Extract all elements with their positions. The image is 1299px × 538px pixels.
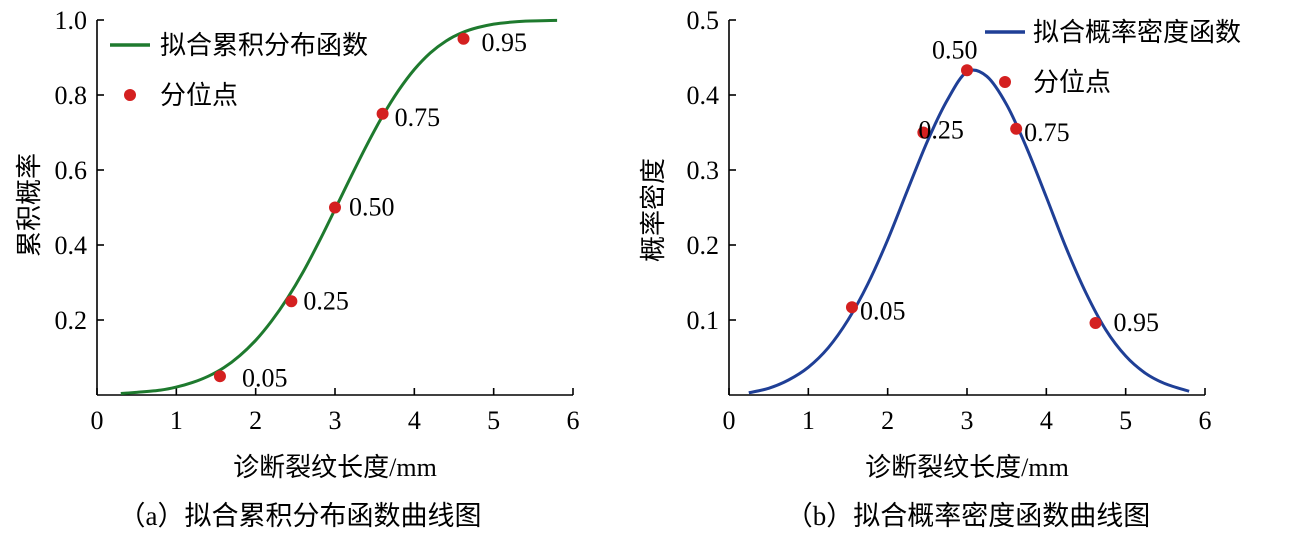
cdf-quantile-label: 0.75 (395, 103, 441, 132)
cdf-quantile-point (329, 201, 341, 214)
cdf-legend-point-swatch (124, 89, 136, 101)
pdf-quantile-label: 0.95 (1114, 308, 1160, 337)
pdf-y-tick-label: 0.5 (687, 6, 720, 35)
cdf-x-axis-label: 诊断裂纹长度/mm (233, 453, 437, 482)
pdf-x-axis-label: 诊断裂纹长度/mm (865, 453, 1069, 482)
pdf-y-axis-label: 概率密度 (639, 158, 668, 262)
pdf-quantile-label: 0.75 (1024, 118, 1070, 147)
cdf-x-tick-label: 3 (329, 406, 342, 435)
pdf-x-tick-label: 2 (881, 406, 894, 435)
pdf-x-tick-label: 1 (802, 406, 815, 435)
chart-pdf: 0 1 2 3 4 5 6 0.1 0.2 0.3 0.4 0.5 0.05 0.25 0.50 0.75 0.… (639, 6, 1241, 531)
cdf-x-tick-label: 6 (567, 406, 580, 435)
pdf-y-tick-label: 0.3 (687, 156, 720, 185)
cdf-y-tick-label: 0.8 (55, 81, 88, 110)
pdf-x-tick-label: 3 (961, 406, 974, 435)
pdf-quantile-point (1089, 317, 1102, 329)
pdf-y-tick-label: 0.4 (687, 81, 720, 110)
pdf-quantile-label: 0.05 (860, 296, 906, 325)
pdf-marks: 0 1 2 3 4 5 6 0.1 0.2 0.3 0.4 0.5 0.05 0.25 0.50 0.75 0.… (687, 6, 1242, 435)
pdf-quantile-point (845, 301, 858, 314)
cdf-legend-curve-label: 拟合累积分布函数 (160, 31, 368, 60)
pdf-x-tick-label: 4 (1040, 406, 1053, 435)
cdf-quantile-label: 0.25 (303, 286, 349, 315)
pdf-x-tick-label: 6 (1199, 406, 1212, 435)
cdf-y-tick-label: 0.4 (55, 231, 88, 260)
cdf-legend-point-label: 分位点 (160, 81, 238, 110)
cdf-fitted-curve (120, 18, 558, 395)
cdf-marks: 0 1 2 3 4 5 6 0.2 0.4 0.6 0.8 1.0 0.05 0.25 0.50 0.75 0.… (55, 6, 580, 435)
cdf-quantile-point (376, 107, 389, 120)
pdf-legend-curve-label: 拟合概率密度函数 (1033, 18, 1241, 47)
cdf-quantile-point (285, 295, 298, 308)
pdf-y-tick-label: 0.1 (687, 306, 720, 335)
pdf-quantile-point (1010, 122, 1023, 135)
cdf-quantile-point (457, 32, 470, 45)
cdf-y-tick-label: 1.0 (55, 6, 88, 35)
pdf-quantile-label: 0.25 (918, 116, 964, 145)
cdf-caption: （a）拟合累积分布函数曲线图 (119, 501, 482, 531)
cdf-quantile-label: 0.95 (482, 28, 528, 57)
cdf-y-tick-label: 0.6 (55, 156, 88, 185)
cdf-y-tick-label: 0.2 (55, 306, 88, 335)
pdf-legend-point-label: 分位点 (1033, 68, 1111, 97)
pdf-x-tick-label: 5 (1119, 406, 1132, 435)
pdf-quantile-point (917, 126, 930, 139)
cdf-y-axis-label: 累积概率 (15, 153, 44, 257)
cdf-quantile-label: 0.50 (349, 193, 395, 222)
cdf-x-tick-label: 1 (170, 406, 183, 435)
cdf-quantile-label: 0.05 (242, 363, 288, 392)
cdf-x-tick-label: 5 (487, 406, 500, 435)
pdf-quantile-label: 0.50 (932, 35, 978, 64)
cdf-x-tick-label: 2 (249, 406, 262, 435)
pdf-fitted-curve (748, 68, 1190, 395)
pdf-quantile-point (961, 64, 973, 77)
pdf-caption: （b）拟合概率密度函数曲线图 (786, 501, 1151, 531)
cdf-x-tick-label: 4 (408, 406, 421, 435)
cdf-quantile-point (213, 370, 226, 383)
pdf-y-tick-label: 0.2 (687, 231, 720, 260)
pdf-x-tick-label: 0 (723, 406, 736, 435)
chart-cdf: 0 1 2 3 4 5 6 0.2 0.4 0.6 0.8 1.0 0.05 0.25 0.50 0.75 0.… (15, 6, 580, 531)
cdf-x-tick-label: 0 (91, 406, 104, 435)
pdf-legend-point-swatch (999, 76, 1011, 88)
